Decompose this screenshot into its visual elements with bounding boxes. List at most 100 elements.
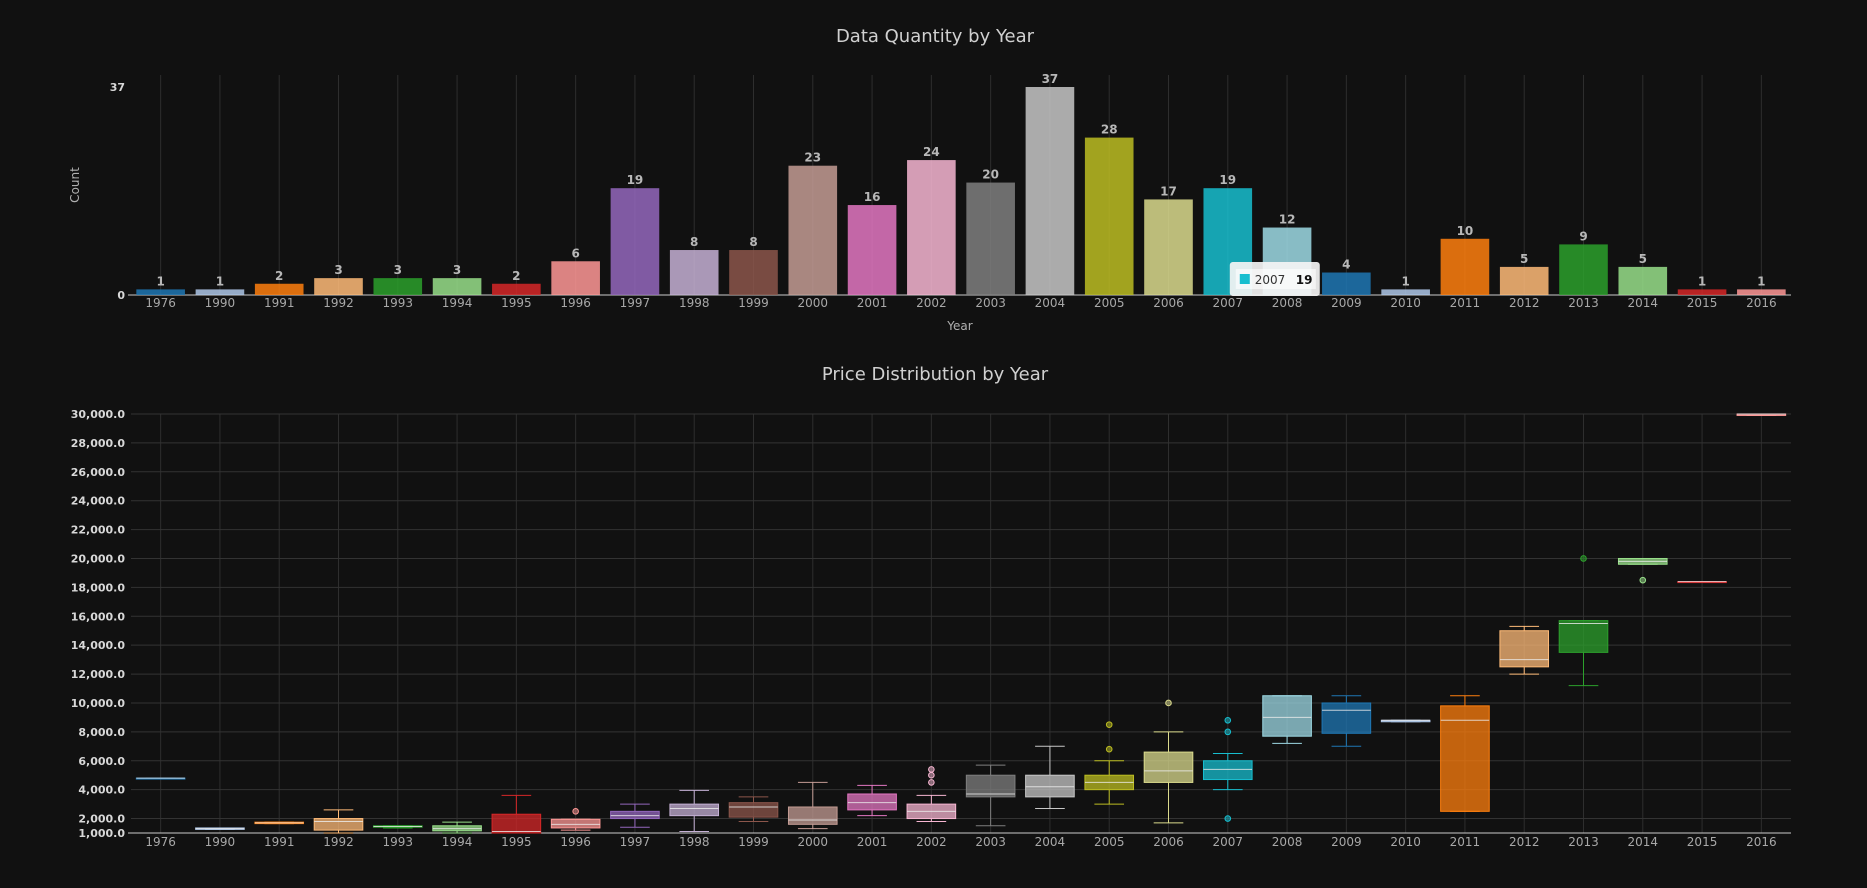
bar-value-label: 5 <box>1639 252 1647 266</box>
box-x-tick-label: 2010 <box>1390 835 1421 849</box>
box-outlier <box>1224 717 1232 724</box>
box-iqr <box>610 810 660 820</box>
bar-x-tick-label: 2008 <box>1272 296 1303 310</box>
bar-value-label: 1 <box>156 274 164 288</box>
bar-value-label: 4 <box>1342 258 1350 272</box>
box-1999 <box>728 796 779 822</box>
box-x-tick-label: 2004 <box>1035 835 1066 849</box>
box-y-tick-label: 16,000.0 <box>71 610 126 623</box>
bar-value-label: 24 <box>923 145 940 159</box>
box-x-tick-label: 1992 <box>323 835 354 849</box>
bar-1998 <box>669 250 719 295</box>
box-2015 <box>1677 581 1727 584</box>
box-y-tick-label: 24,000.0 <box>71 495 126 508</box>
bar-chart-ylabel: Count <box>68 167 82 203</box>
box-2010 <box>1380 719 1431 723</box>
bar-x-tick-label: 1995 <box>501 296 532 310</box>
box-outlier <box>928 779 935 786</box>
bar-chart-xlabel: Year <box>946 319 972 333</box>
bar-x-tick-label: 2011 <box>1450 296 1481 310</box>
bar-2009 <box>1322 272 1371 295</box>
tooltip-inner <box>1235 269 1316 289</box>
bar-value-label: 3 <box>394 263 402 277</box>
box-x-tick-label: 1997 <box>620 835 651 849</box>
box-2009 <box>1321 695 1372 747</box>
bar-value-label: 28 <box>1101 123 1118 137</box>
bar-x-tick-label: 1996 <box>560 296 591 310</box>
box-1993 <box>372 825 423 829</box>
bar-1997 <box>610 188 660 295</box>
bar-x-tick-label: 1997 <box>620 296 651 310</box>
box-2014 <box>1617 557 1668 584</box>
box-2000 <box>787 781 838 830</box>
box-outlier <box>928 766 935 773</box>
box-iqr <box>965 774 1016 798</box>
box-x-tick-label: 2006 <box>1153 835 1184 849</box>
box-x-tick-label: 2011 <box>1450 835 1481 849</box>
box-y-tick-label: 2,000.0 <box>78 813 125 826</box>
bar-value-label: 2 <box>512 269 520 283</box>
box-iqr <box>1321 702 1372 734</box>
bar-2005 <box>1084 137 1134 295</box>
box-outlier <box>928 771 935 779</box>
bar-value-label: 19 <box>627 173 644 187</box>
box-y-tick-label: 18,000.0 <box>71 581 126 594</box>
bar-value-label: 8 <box>749 235 757 249</box>
box-iqr <box>669 803 720 817</box>
bar-2011 <box>1440 238 1490 295</box>
box-outlier <box>1105 721 1113 728</box>
box-2001 <box>847 784 897 817</box>
box-2004 <box>1025 745 1075 809</box>
bar-x-tick-label: 1991 <box>264 296 295 310</box>
box-x-tick-label: 2005 <box>1094 835 1125 849</box>
box-x-tick-label: 2007 <box>1213 835 1244 849</box>
bar-1991 <box>254 283 304 295</box>
box-x-tick-label: 2012 <box>1509 835 1540 849</box>
box-x-tick-label: 2000 <box>798 835 829 849</box>
box-iqr <box>847 793 897 811</box>
bar-x-tick-label: 1994 <box>442 296 473 310</box>
box-outlier <box>1105 745 1113 753</box>
box-x-tick-label: 1991 <box>264 835 295 849</box>
box-x-tick-label: 2013 <box>1568 835 1599 849</box>
bar-1992 <box>314 278 363 295</box>
box-chart-plot: 1,000.02,000.0 4,000.0 6,000.0 8,000.0 10,00… <box>71 408 1791 849</box>
tooltip-value: 19 <box>1296 273 1313 287</box>
bar-x-tick-label: 2015 <box>1687 296 1718 310</box>
bar-2010 <box>1381 289 1430 295</box>
box-outlier <box>1224 728 1232 736</box>
box-y-tick-label: 1,000.0 <box>78 827 125 840</box>
bar-value-label: 20 <box>982 168 999 182</box>
box-chart-grid <box>131 413 1791 834</box>
bar-chart-plot: 0371197611990219913199231993319942199561… <box>110 72 1791 310</box>
box-x-tick-label: 2009 <box>1331 835 1362 849</box>
tooltip-swatch <box>1239 274 1250 284</box>
bar-x-tick-label: 2004 <box>1035 296 1066 310</box>
bar-value-label: 9 <box>1579 229 1587 243</box>
bar-x-tick-label: 1992 <box>323 296 354 310</box>
box-y-tick-label: 20,000.0 <box>71 552 126 565</box>
box-x-tick-label: 1995 <box>501 835 532 849</box>
box-y-tick-label: 22,000.0 <box>71 524 126 537</box>
box-iqr <box>787 806 838 825</box>
bar-x-tick-label: 2012 <box>1509 296 1540 310</box>
box-y-tick-label: 30,000.0 <box>71 408 126 421</box>
box-outlier <box>1165 699 1172 707</box>
box-y-tick-label: 26,000.0 <box>71 466 126 479</box>
box-y-tick-label: 14,000.0 <box>71 639 126 652</box>
box-iqr <box>1499 630 1550 668</box>
bar-value-label: 1 <box>1698 274 1706 288</box>
bar-value-label: 8 <box>690 235 698 249</box>
box-y-tick-label: 4,000.0 <box>78 784 125 797</box>
bar-2004 <box>1025 87 1075 295</box>
bar-2013 <box>1559 244 1608 295</box>
bar-value-label: 5 <box>1520 252 1528 266</box>
box-x-tick-label: 1996 <box>560 835 591 849</box>
box-1991 <box>254 821 305 825</box>
bar-x-tick-label: 1999 <box>738 296 769 310</box>
bar-x-tick-label: 1993 <box>383 296 414 310</box>
box-x-tick-label: 2003 <box>975 835 1006 849</box>
bar-value-label: 12 <box>1279 213 1296 227</box>
bar-x-tick-label: 1998 <box>679 296 710 310</box>
box-x-tick-label: 2014 <box>1628 835 1659 849</box>
